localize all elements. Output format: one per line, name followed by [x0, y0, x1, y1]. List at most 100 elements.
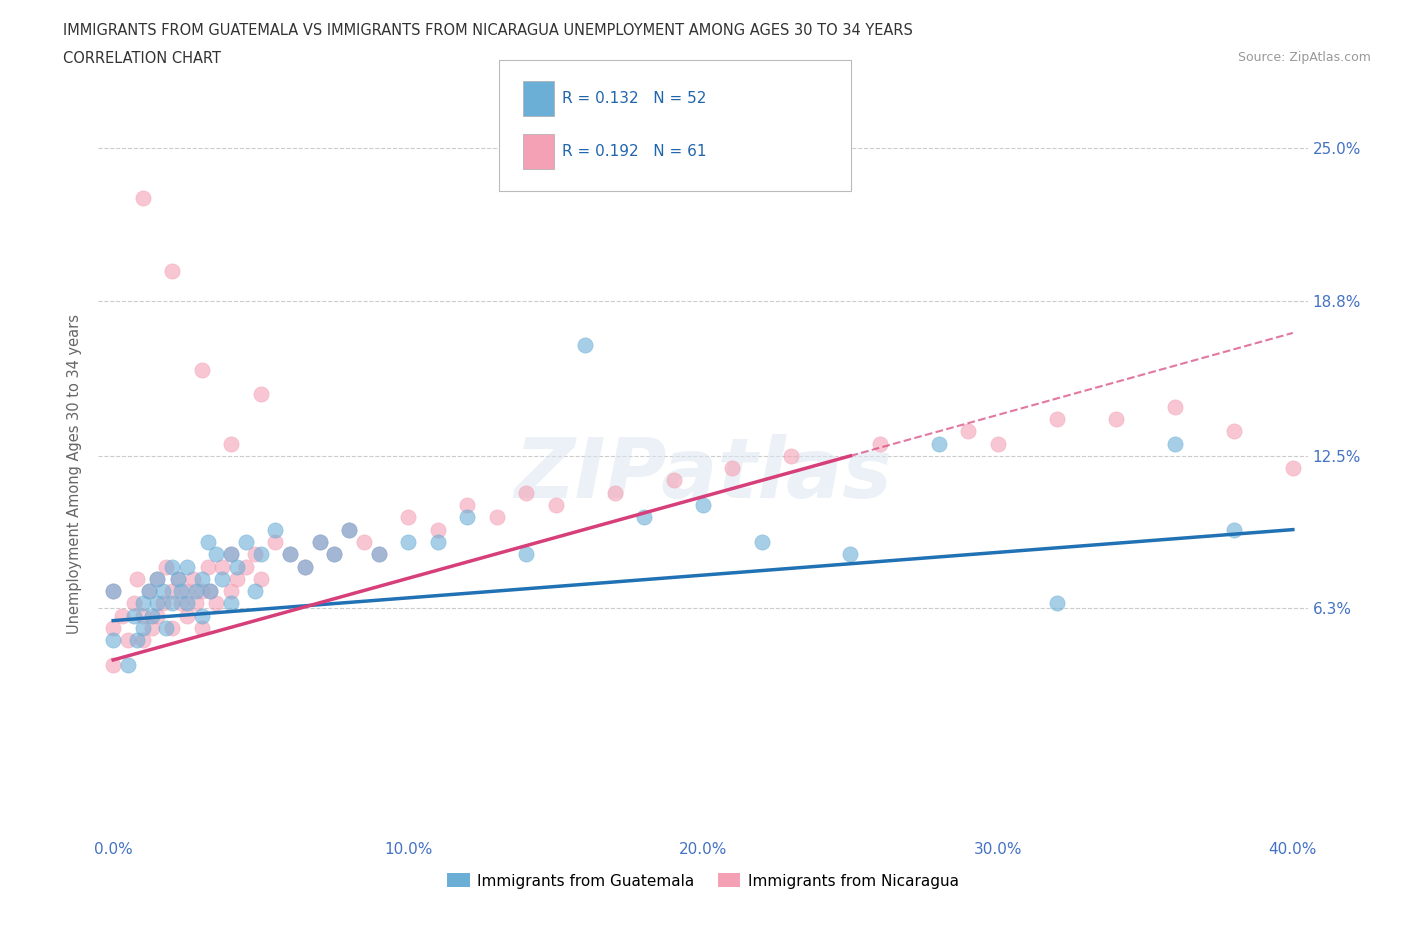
Point	[337, 522, 360, 537]
Point	[101, 584, 124, 599]
Point	[426, 522, 449, 537]
Point	[205, 547, 228, 562]
Point	[987, 436, 1010, 451]
Point	[485, 510, 508, 525]
Point	[243, 547, 266, 562]
Point	[122, 608, 145, 623]
Point	[249, 571, 271, 586]
Point	[141, 620, 163, 635]
Point	[138, 584, 160, 599]
Point	[1223, 424, 1246, 439]
Point	[249, 547, 271, 562]
Point	[146, 571, 169, 586]
Point	[308, 535, 330, 550]
Point	[200, 584, 222, 599]
Point	[308, 535, 330, 550]
Point	[226, 571, 249, 586]
Point	[456, 498, 478, 512]
Point	[249, 387, 271, 402]
Point	[396, 535, 419, 550]
Point	[101, 584, 124, 599]
Point	[219, 547, 242, 562]
Point	[122, 596, 145, 611]
Point	[170, 596, 193, 611]
Legend: Immigrants from Guatemala, Immigrants from Nicaragua: Immigrants from Guatemala, Immigrants fr…	[440, 868, 966, 895]
Point	[721, 460, 744, 475]
Point	[515, 485, 537, 500]
Text: IMMIGRANTS FROM GUATEMALA VS IMMIGRANTS FROM NICARAGUA UNEMPLOYMENT AMONG AGES 3: IMMIGRANTS FROM GUATEMALA VS IMMIGRANTS …	[63, 23, 912, 38]
Point	[869, 436, 891, 451]
Point	[574, 338, 596, 352]
Point	[190, 584, 212, 599]
Point	[200, 584, 222, 599]
Y-axis label: Unemployment Among Ages 30 to 34 years: Unemployment Among Ages 30 to 34 years	[67, 314, 83, 634]
Point	[294, 559, 316, 574]
Point	[138, 584, 160, 599]
Point	[176, 559, 198, 574]
Point	[170, 584, 193, 599]
Point	[131, 632, 153, 647]
Point	[1164, 399, 1187, 414]
Point	[544, 498, 567, 512]
Point	[633, 510, 655, 525]
Point	[152, 584, 174, 599]
Point	[101, 620, 124, 635]
Point	[219, 547, 242, 562]
Point	[396, 510, 419, 525]
Point	[167, 571, 190, 586]
Point	[367, 547, 389, 562]
Point	[184, 596, 207, 611]
Point	[278, 547, 301, 562]
Point	[235, 559, 257, 574]
Point	[367, 547, 389, 562]
Point	[603, 485, 626, 500]
Point	[190, 571, 212, 586]
Point	[190, 608, 212, 623]
Point	[751, 535, 773, 550]
Point	[235, 535, 257, 550]
Point	[152, 596, 174, 611]
Point	[264, 535, 287, 550]
Point	[1223, 522, 1246, 537]
Point	[160, 264, 183, 279]
Point	[160, 559, 183, 574]
Point	[1046, 596, 1069, 611]
Point	[264, 522, 287, 537]
Point	[146, 571, 169, 586]
Point	[337, 522, 360, 537]
Point	[141, 608, 163, 623]
Text: R = 0.132   N = 52: R = 0.132 N = 52	[562, 91, 707, 106]
Point	[662, 473, 685, 488]
Point	[1046, 412, 1069, 427]
Point	[155, 620, 177, 635]
Point	[101, 658, 124, 672]
Point	[184, 584, 207, 599]
Point	[131, 620, 153, 635]
Point	[176, 584, 198, 599]
Point	[211, 559, 233, 574]
Point	[1105, 412, 1128, 427]
Text: Source: ZipAtlas.com: Source: ZipAtlas.com	[1237, 51, 1371, 64]
Point	[692, 498, 714, 512]
Point	[197, 559, 219, 574]
Point	[219, 596, 242, 611]
Point	[243, 584, 266, 599]
Point	[131, 596, 153, 611]
Point	[294, 559, 316, 574]
Point	[131, 608, 153, 623]
Point	[181, 571, 204, 586]
Point	[197, 535, 219, 550]
Point	[219, 436, 242, 451]
Point	[146, 596, 169, 611]
Point	[125, 571, 148, 586]
Point	[219, 584, 242, 599]
Point	[226, 559, 249, 574]
Point	[176, 596, 198, 611]
Point	[146, 608, 169, 623]
Point	[111, 608, 134, 623]
Point	[160, 596, 183, 611]
Text: R = 0.192   N = 61: R = 0.192 N = 61	[562, 144, 707, 159]
Point	[456, 510, 478, 525]
Point	[211, 571, 233, 586]
Point	[117, 632, 139, 647]
